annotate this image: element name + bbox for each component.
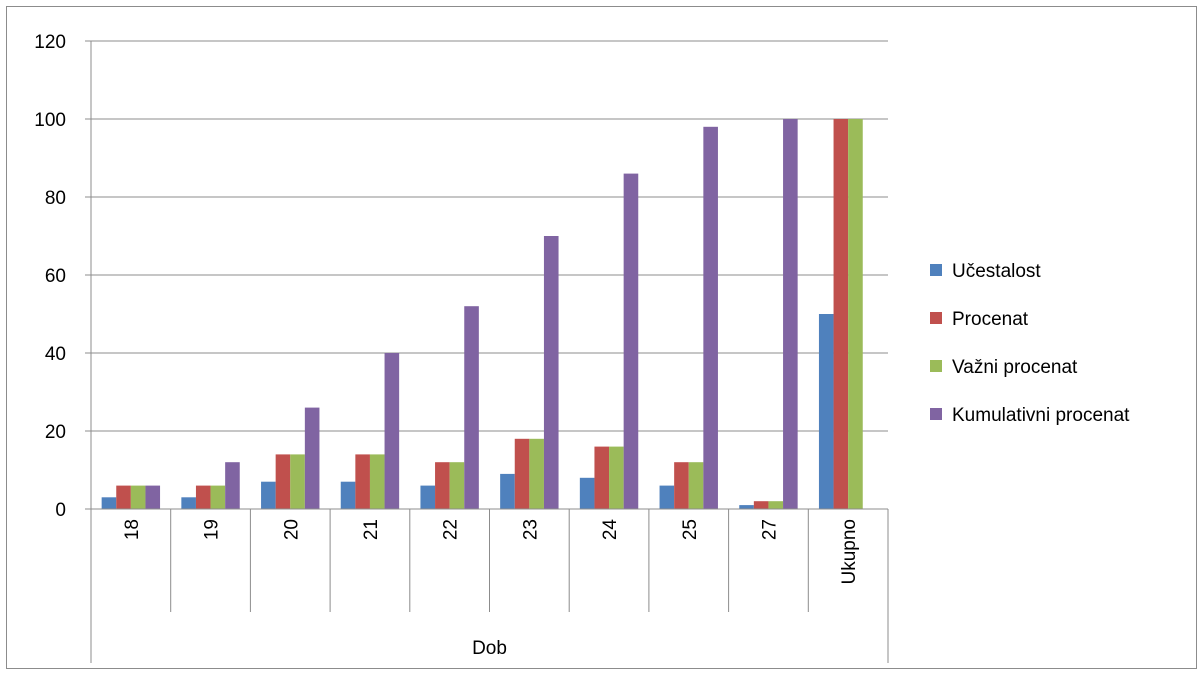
bar-kumulativni-procenat-20: [304, 407, 320, 509]
bar-kumulativni-procenat-27: [783, 119, 798, 509]
bar-va-ni-procenat-18: [130, 485, 146, 509]
bar-kumulativni-procenat-23: [543, 236, 559, 509]
bar-procenat-25: [674, 462, 689, 509]
category-label: 19: [202, 519, 223, 540]
bar-va-ni-procenat-27: [768, 501, 784, 509]
bar-va-ni-procenat-21: [369, 454, 385, 509]
bar-procenat-20: [275, 454, 291, 509]
x-axis-title: Dob: [472, 638, 507, 659]
legend-swatch: [930, 360, 942, 372]
bar-series: [101, 119, 863, 510]
bar-u-estalost-25: [659, 485, 675, 509]
bar-u-estalost-20: [261, 481, 276, 509]
y-axis-tick-labels: 0 20 40 60 80 100 120: [34, 32, 66, 521]
bar-u-estalost-23: [500, 473, 515, 509]
category-label: 24: [600, 519, 621, 541]
bar-procenat-ukupno: [833, 119, 849, 509]
bar-va-ni-procenat-20: [290, 454, 305, 509]
category-label: 18: [122, 519, 143, 540]
bar-u-estalost-19: [181, 497, 196, 509]
category-labels: 18 19 20 21 22 23 24 25 27 Ukupno: [122, 519, 860, 585]
category-label: 20: [281, 519, 302, 540]
bar-va-ni-procenat-24: [609, 446, 624, 509]
bar-u-estalost-21: [340, 481, 356, 509]
legend-label: Učestalost: [952, 261, 1041, 282]
bar-kumulativni-procenat-21: [384, 353, 400, 509]
y-tick-label: 80: [45, 188, 66, 209]
y-tick-label: 100: [34, 110, 66, 131]
legend: Učestalost Procenat Važni procenat Kumulati…: [930, 261, 1130, 426]
bar-u-estalost-18: [101, 497, 117, 509]
legend-label: Procenat: [952, 309, 1029, 330]
bar-va-ni-procenat-19: [210, 485, 226, 509]
gridlines: [85, 40, 888, 510]
category-label: 27: [759, 519, 780, 540]
category-label: Ukupno: [839, 519, 860, 585]
bar-va-ni-procenat-22: [449, 462, 465, 509]
category-label: 22: [441, 519, 462, 540]
bar-procenat-24: [594, 446, 610, 509]
bar-procenat-27: [753, 501, 769, 509]
bar-procenat-19: [195, 485, 211, 509]
bar-kumulativni-procenat-22: [464, 306, 479, 509]
bar-va-ni-procenat-23: [529, 438, 544, 509]
y-tick-label: 0: [55, 500, 66, 521]
bar-kumulativni-procenat-24: [623, 173, 639, 509]
legend-swatch: [930, 312, 942, 324]
legend-swatch: [930, 264, 942, 276]
bar-procenat-21: [355, 454, 370, 509]
legend-label: Važni procenat: [952, 357, 1078, 378]
bar-kumulativni-procenat-18: [145, 485, 161, 509]
y-tick-label: 120: [34, 32, 66, 53]
y-tick-label: 40: [45, 344, 66, 365]
bar-u-estalost-24: [579, 477, 595, 509]
bar-procenat-23: [514, 438, 530, 509]
axes: [90, 41, 889, 663]
bar-u-estalost-ukupno: [818, 314, 834, 509]
bar-kumulativni-procenat-19: [225, 462, 240, 509]
y-tick-label: 60: [45, 266, 66, 287]
legend-label: Kumulativni procenat: [952, 405, 1130, 426]
bar-procenat-22: [435, 462, 450, 509]
category-label: 25: [680, 519, 701, 540]
y-tick-label: 20: [45, 422, 66, 443]
bar-u-estalost-22: [420, 485, 436, 509]
legend-swatch: [930, 408, 942, 420]
bar-va-ni-procenat-25: [688, 462, 704, 509]
bar-u-estalost-27: [739, 505, 754, 509]
category-label: 21: [361, 519, 382, 540]
category-label: 23: [520, 519, 541, 540]
bar-procenat-18: [116, 485, 131, 509]
bar-kumulativni-procenat-25: [703, 126, 718, 510]
bar-va-ni-procenat-ukupno: [848, 119, 863, 509]
chart-frame: [6, 6, 1197, 669]
